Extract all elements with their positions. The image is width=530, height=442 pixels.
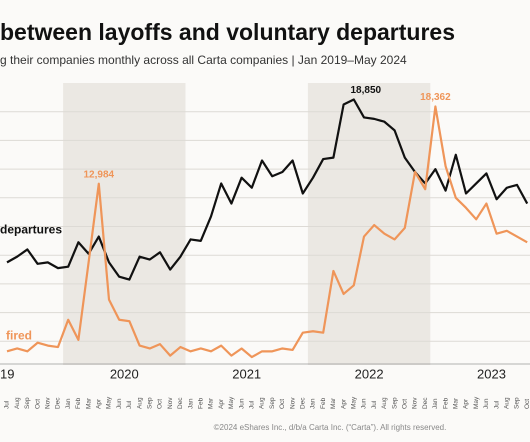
x-tick-label: Jun	[361, 398, 368, 409]
x-tick-label: Jan	[65, 398, 72, 409]
x-tick-label: Sep	[514, 397, 521, 409]
x-tick-label: Jan	[432, 398, 439, 409]
x-tick-label: Apr	[96, 398, 103, 409]
x-tick-label: Apr	[340, 398, 347, 409]
series-line	[6, 98, 529, 281]
x-tick-label: Oct	[157, 399, 164, 409]
x-tick-label: May	[351, 396, 358, 409]
x-tick-label: Jun	[483, 398, 490, 409]
value-label: 18,362	[420, 92, 451, 103]
year-band	[307, 83, 431, 365]
x-tick-label: Mar	[85, 397, 92, 409]
x-tick-label: Sep	[24, 397, 31, 409]
x-group-label: 2021	[232, 366, 261, 381]
x-tick-label: Jul	[126, 400, 133, 409]
x-tick-label: Feb	[75, 397, 82, 409]
x-group-label: 2023	[477, 366, 506, 381]
x-tick-label: Mar	[208, 397, 215, 409]
x-tick-label: Aug	[381, 397, 388, 409]
x-tick-label: Mar	[453, 397, 460, 409]
x-tick-label: Aug	[504, 397, 511, 409]
chart-title: between layoffs and voluntary departures	[0, 19, 455, 45]
x-tick-label: Sep	[147, 397, 154, 409]
x-tick-label: Aug	[14, 397, 21, 409]
x-tick-label: Feb	[320, 397, 327, 409]
x-tick-label: Nov	[45, 397, 52, 409]
x-tick-label: Aug	[259, 397, 266, 409]
x-tick-label: Oct	[402, 399, 409, 409]
x-tick-label: Aug	[136, 397, 143, 409]
x-tick-label: Oct	[524, 399, 530, 409]
x-tick-label: Dec	[177, 397, 184, 409]
x-tick-label: Feb	[442, 397, 449, 409]
value-label: 18,850	[351, 85, 382, 96]
x-tick-label: Nov	[412, 397, 419, 409]
x-tick-label: May	[228, 396, 235, 409]
x-group-label: 2020	[110, 366, 139, 381]
x-tick-label: Feb	[198, 397, 205, 409]
x-tick-label: Jul	[493, 400, 500, 409]
x-tick-label: May	[106, 396, 113, 409]
x-tick-label: Apr	[218, 398, 225, 409]
series-line	[6, 105, 528, 359]
x-tick-label: Dec	[422, 397, 429, 409]
chart-subtitle: g their companies monthly across all Car…	[0, 53, 407, 67]
x-tick-label: May	[473, 396, 480, 409]
x-tick-label: Jul	[4, 400, 11, 409]
x-group-label: 19	[0, 366, 14, 381]
x-tick-label: Oct	[34, 399, 41, 409]
x-tick-label: Mar	[330, 397, 337, 409]
x-tick-label: Jan	[310, 398, 317, 409]
x-tick-label: Oct	[279, 399, 286, 409]
series-label: fired	[6, 329, 32, 343]
value-label: 12,984	[84, 169, 115, 180]
x-tick-label: Jan	[187, 398, 194, 409]
x-group-label: 2022	[355, 366, 384, 381]
x-tick-label: Dec	[55, 397, 62, 409]
x-tick-label: Jul	[371, 400, 378, 409]
series-label: departures	[0, 223, 62, 237]
x-tick-label: Nov	[289, 397, 296, 409]
x-tick-label: Dec	[300, 397, 307, 409]
x-tick-label: Jul	[249, 400, 256, 409]
x-tick-label: Jun	[116, 398, 123, 409]
x-tick-label: Jun	[238, 398, 245, 409]
year-band	[63, 83, 186, 365]
x-tick-label: Nov	[167, 397, 174, 409]
x-tick-label: Sep	[391, 397, 398, 409]
x-tick-label: Sep	[269, 397, 276, 409]
footer: ©2024 eShares Inc., d/b/a Carta Inc. (“C…	[214, 423, 447, 432]
x-tick-label: Apr	[463, 398, 470, 409]
